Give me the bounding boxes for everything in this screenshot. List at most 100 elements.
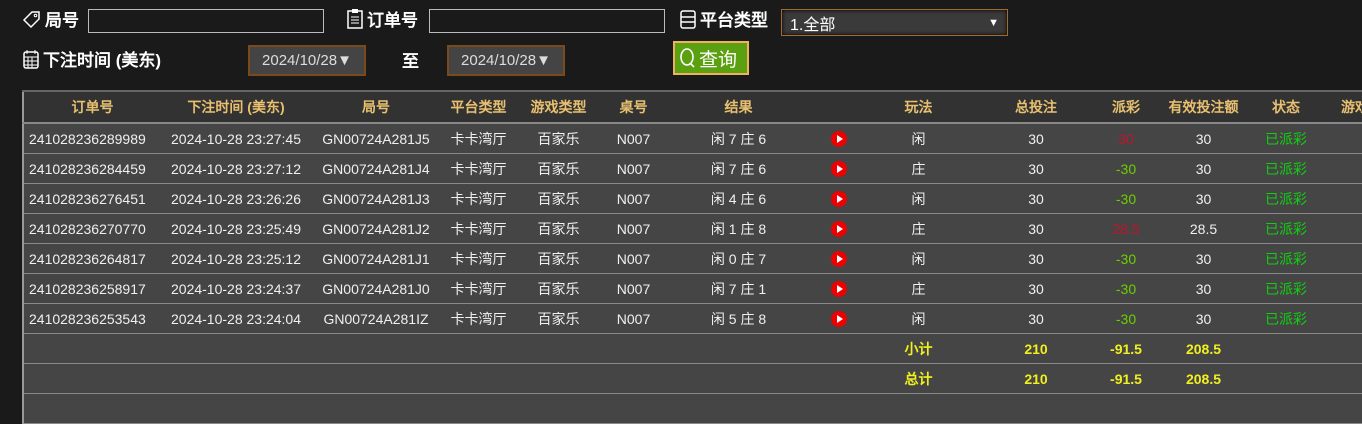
- cell-empty: [22, 393, 161, 424]
- cell-result: 闲 7 庄 6: [666, 123, 811, 154]
- cell-empty: [1316, 393, 1362, 424]
- cell-play: 庄: [866, 153, 971, 184]
- cell-round: GN00724A281J5: [311, 123, 441, 154]
- cell-game: 百家乐: [516, 123, 601, 154]
- play-video-icon[interactable]: [830, 281, 847, 298]
- cell-bet: 30: [971, 303, 1101, 334]
- cell-empty: [1316, 363, 1362, 394]
- cell-empty: [601, 333, 666, 364]
- cell-payout: -30: [1101, 303, 1151, 334]
- cell-play: 闲: [866, 303, 971, 334]
- subtotal-row: 小计 210 -91.5 208.5: [22, 333, 1362, 364]
- cell-game: 百家乐: [516, 273, 601, 304]
- cell-bet: 30: [971, 213, 1101, 244]
- cell-table: N007: [601, 273, 666, 304]
- cell-empty: [1316, 183, 1362, 214]
- table-header: 订单号 下注时间 (美东) 局号 平台类型 游戏类型 桌号 结果 玩法 总投注 派彩 有效投注额 状态…: [22, 90, 1362, 124]
- cell-time: 2024-10-28 23:24:37: [161, 273, 311, 304]
- search-icon: [680, 48, 695, 68]
- total-payout: -91.5: [1101, 363, 1151, 394]
- column-header: [811, 90, 866, 124]
- cell-play: 闲: [866, 243, 971, 274]
- replay-cell: [811, 243, 866, 274]
- cell-empty: [1316, 243, 1362, 274]
- column-header: 结果: [666, 90, 811, 124]
- table-row: 241028236276451 2024-10-28 23:26:26 GN0072…: [22, 183, 1362, 214]
- cell-empty: [22, 363, 161, 394]
- cell-empty: [811, 363, 866, 394]
- cell-platform: 卡卡湾厅: [441, 183, 516, 214]
- cell-empty: [666, 333, 811, 364]
- chevron-down-icon: ▼: [988, 16, 999, 29]
- cell-bet: 30: [971, 123, 1101, 154]
- play-video-icon[interactable]: [830, 251, 847, 268]
- order-input[interactable]: [429, 9, 665, 33]
- cell-empty: [1316, 153, 1362, 184]
- cell-status: 已派彩: [1256, 303, 1316, 334]
- cell-round: GN00724A281J1: [311, 243, 441, 274]
- subtotal-payout: -91.5: [1101, 333, 1151, 364]
- cell-play: 庄: [866, 273, 971, 304]
- play-video-icon[interactable]: [830, 221, 847, 238]
- cell-valid: 30: [1151, 273, 1256, 304]
- to-label: 至: [402, 52, 419, 71]
- cell-table: N007: [601, 153, 666, 184]
- cell-empty: [1316, 273, 1362, 304]
- total-row: 总计 210 -91.5 208.5: [22, 363, 1362, 394]
- cell-payout: -30: [1101, 273, 1151, 304]
- column-header: 局号: [311, 90, 441, 124]
- cell-status: 已派彩: [1256, 213, 1316, 244]
- round-input[interactable]: [88, 9, 324, 33]
- cell-play: 闲: [866, 183, 971, 214]
- cell-payout: 28.5: [1101, 213, 1151, 244]
- cell-order: 241028236253543: [22, 303, 161, 334]
- cell-platform: 卡卡湾厅: [441, 213, 516, 244]
- cell-status: 已派彩: [1256, 183, 1316, 214]
- date-to-picker[interactable]: 2024/10/28▼: [447, 45, 565, 76]
- cell-order: 241028236264817: [22, 243, 161, 274]
- cell-empty: [311, 363, 441, 394]
- cell-payout: -30: [1101, 183, 1151, 214]
- play-video-icon[interactable]: [830, 191, 847, 208]
- play-video-icon[interactable]: [830, 161, 847, 178]
- cell-empty: [1256, 333, 1316, 364]
- cell-table: N007: [601, 183, 666, 214]
- table-row: 241028236289989 2024-10-28 23:27:45 GN0072…: [22, 123, 1362, 154]
- cell-empty: [1101, 393, 1151, 424]
- total-bet: 210: [971, 363, 1101, 394]
- cell-empty: [22, 333, 161, 364]
- cell-empty: [161, 333, 311, 364]
- cell-time: 2024-10-28 23:27:12: [161, 153, 311, 184]
- cell-result: 闲 7 庄 6: [666, 153, 811, 184]
- play-video-icon[interactable]: [830, 311, 847, 328]
- platform-select[interactable]: 1.全部 ▼: [781, 9, 1008, 36]
- cell-order: 241028236258917: [22, 273, 161, 304]
- table-row: 241028236270770 2024-10-28 23:25:49 GN0072…: [22, 213, 1362, 244]
- date-from-picker[interactable]: 2024/10/28▼: [248, 45, 366, 76]
- cell-empty: [666, 393, 811, 424]
- query-button[interactable]: 查询: [673, 41, 749, 75]
- order-label: 订单号: [346, 6, 418, 31]
- cell-empty: [866, 393, 971, 424]
- cell-game: 百家乐: [516, 183, 601, 214]
- cell-empty: [666, 363, 811, 394]
- cell-bet: 30: [971, 183, 1101, 214]
- cell-table: N007: [601, 213, 666, 244]
- cell-empty: [441, 363, 516, 394]
- cell-status: 已派彩: [1256, 123, 1316, 154]
- column-header: 订单号: [22, 90, 161, 124]
- cell-round: GN00724A281IZ: [311, 303, 441, 334]
- cell-result: 闲 7 庄 1: [666, 273, 811, 304]
- cell-table: N007: [601, 303, 666, 334]
- cell-platform: 卡卡湾厅: [441, 303, 516, 334]
- cell-game: 百家乐: [516, 213, 601, 244]
- replay-cell: [811, 213, 866, 244]
- replay-cell: [811, 273, 866, 304]
- cell-empty: [441, 393, 516, 424]
- cell-bet: 30: [971, 273, 1101, 304]
- play-video-icon[interactable]: [830, 131, 847, 148]
- cell-time: 2024-10-28 23:24:04: [161, 303, 311, 334]
- cell-result: 闲 5 庄 8: [666, 303, 811, 334]
- cell-play: 闲: [866, 123, 971, 154]
- replay-cell: [811, 303, 866, 334]
